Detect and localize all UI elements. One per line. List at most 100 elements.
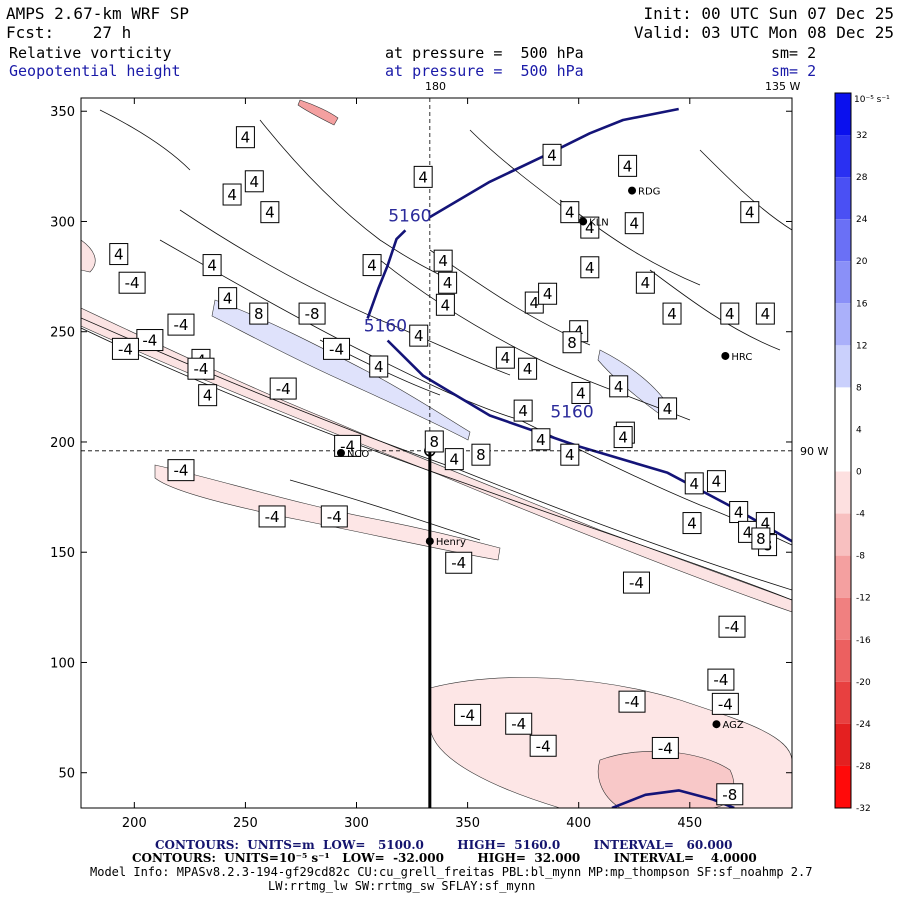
- colorbar-segment: [835, 387, 851, 430]
- svg-text:8: 8: [756, 530, 766, 548]
- x-tick-label: 200: [122, 816, 147, 831]
- svg-text:8: 8: [254, 305, 264, 323]
- colorbar-tick-label: 32: [856, 131, 867, 141]
- colorbar-segment: [835, 429, 851, 472]
- height-contour-line: [429, 107, 679, 219]
- colorbar-tick-label: -20: [856, 678, 871, 688]
- svg-text:4: 4: [223, 290, 233, 308]
- colorbar-tick-label: -28: [856, 762, 871, 772]
- svg-text:4: 4: [743, 523, 753, 541]
- svg-text:-4: -4: [142, 332, 157, 350]
- height-contour-line: [366, 229, 407, 319]
- colorbar-segment: [835, 513, 851, 556]
- svg-text:4: 4: [565, 446, 575, 464]
- svg-text:-4: -4: [125, 274, 140, 292]
- model-title: AMPS 2.67-km WRF SP: [6, 4, 190, 23]
- vorticity-contour-label: 8: [471, 443, 491, 466]
- svg-text:4: 4: [207, 257, 217, 275]
- vorticity-contour-label: -4: [118, 271, 146, 294]
- svg-text:-4: -4: [193, 360, 208, 378]
- vorticity-contour-label: 4: [438, 271, 458, 294]
- y-tick-label: 50: [58, 767, 75, 782]
- svg-text:AGZ: AGZ: [722, 720, 743, 731]
- svg-text:4: 4: [518, 402, 528, 420]
- lon180-label: 180: [425, 80, 446, 93]
- vorticity-contour-label: -4: [445, 551, 473, 574]
- svg-text:4: 4: [414, 327, 424, 345]
- vorticity-contour-label: 4: [362, 254, 382, 277]
- colorbar-tick-label: 24: [856, 215, 868, 225]
- colorbar-tick-label: -16: [856, 636, 871, 646]
- field2-smoothing: sm= 2: [771, 62, 817, 80]
- station-marker: AGZ: [712, 720, 744, 731]
- field1-name: Relative vorticity: [9, 44, 172, 62]
- vorticity-contour-label: 4: [542, 143, 562, 166]
- colorbar-segment: [835, 639, 851, 682]
- svg-text:4: 4: [438, 252, 448, 270]
- y-tick-label: 100: [50, 656, 75, 671]
- vorticity-contour-line: [289, 479, 481, 541]
- vorticity-contour-line: [649, 269, 781, 351]
- x-tick-label: 250: [233, 816, 258, 831]
- svg-text:4: 4: [623, 157, 633, 175]
- vorticity-contour-label: -4: [505, 712, 533, 735]
- vorticity-contour-label: 4: [531, 428, 551, 451]
- colorbar-segment: [835, 177, 851, 220]
- colorbar-segment: [835, 471, 851, 514]
- vorticity-contour-label: 8: [751, 527, 771, 550]
- vorticity-contour-label: 4: [720, 302, 740, 325]
- svg-text:-4: -4: [658, 739, 673, 757]
- svg-text:4: 4: [576, 384, 586, 402]
- svg-text:-4: -4: [629, 574, 644, 592]
- vorticity-contour-label: -4: [136, 329, 164, 352]
- colorbar-tick-label: 0: [856, 468, 862, 478]
- vorticity-contour-label: 8: [249, 302, 269, 325]
- height-contour-label: 5160: [550, 403, 593, 423]
- vorticity-fill-region: [81, 239, 96, 273]
- vorticity-contour-label: -4: [187, 357, 215, 380]
- vorticity-contour-label: 4: [513, 399, 533, 422]
- svg-text:4: 4: [614, 378, 624, 396]
- footer-physics: LW:rrtmg_lw SW:rrtmg_sw SFLAY:sf_mynn: [268, 879, 536, 893]
- colorbar-tick-label: 4: [856, 425, 862, 435]
- vorticity-contour-label: -4: [618, 690, 646, 713]
- vorticity-contour-label: -8: [298, 302, 326, 325]
- svg-text:4: 4: [501, 349, 511, 367]
- field1-level: at pressure = 500 hPa: [385, 44, 584, 62]
- svg-text:4: 4: [712, 473, 722, 491]
- vorticity-contour-label: 4: [444, 448, 464, 471]
- colorbar-segment: [835, 345, 851, 388]
- svg-text:4: 4: [265, 204, 275, 222]
- svg-text:RDG: RDG: [638, 187, 660, 198]
- vorticity-contour-label: 4: [218, 287, 238, 310]
- colorbar-tick-label: -12: [856, 594, 871, 604]
- vorticity-contour-label: 4: [409, 324, 429, 347]
- svg-text:4: 4: [250, 173, 260, 191]
- svg-text:-4: -4: [327, 508, 342, 526]
- vorticity-contour-label: 4: [198, 384, 218, 407]
- vorticity-contour-line: [379, 259, 691, 421]
- forecast-hour: Fcst: 27 h: [6, 23, 132, 42]
- colorbar-unit: 10⁻⁵ s⁻¹: [854, 95, 890, 105]
- vorticity-contour-label: -4: [269, 377, 297, 400]
- init-time: Init: 00 UTC Sun 07 Dec 25: [643, 4, 894, 23]
- svg-text:4: 4: [629, 215, 639, 233]
- y-tick-label: 350: [50, 105, 75, 120]
- svg-text:4: 4: [203, 387, 213, 405]
- svg-text:HRC: HRC: [731, 352, 752, 363]
- vorticity-contour-label: 4: [580, 256, 600, 279]
- svg-text:4: 4: [443, 274, 453, 292]
- svg-text:4: 4: [585, 259, 595, 277]
- svg-text:4: 4: [734, 504, 744, 522]
- colorbar-segment: [835, 681, 851, 724]
- y-tick-label: 300: [50, 215, 75, 230]
- vorticity-contour-label: 8: [424, 430, 444, 453]
- vorticity-contour-label: 4: [571, 381, 591, 404]
- vorticity-contour-label: 4: [518, 357, 538, 380]
- svg-text:4: 4: [745, 204, 755, 222]
- colorbar-tick-label: -24: [856, 720, 871, 730]
- svg-text:4: 4: [241, 129, 251, 147]
- vorticity-contour-label: 4: [706, 470, 726, 493]
- svg-text:4: 4: [547, 146, 557, 164]
